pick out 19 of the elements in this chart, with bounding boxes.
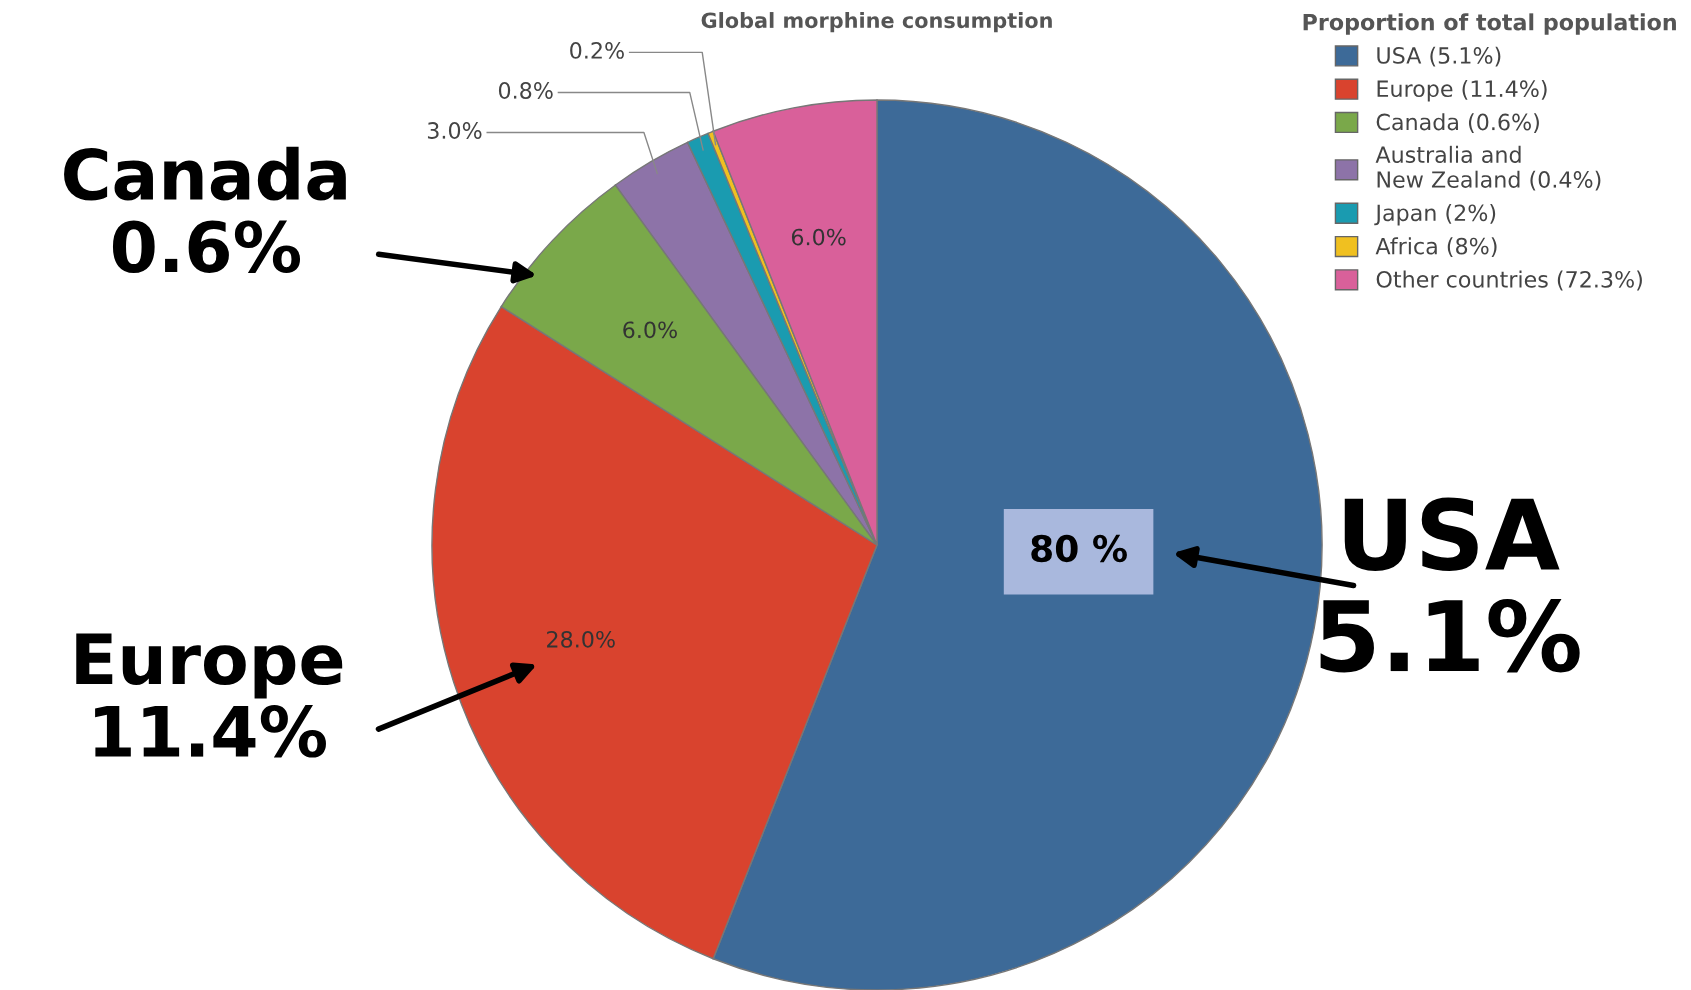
- legend-label: USA (5.1%): [1377, 46, 1501, 67]
- data-label: 6.0%: [791, 228, 846, 246]
- data-label: 0.8%: [498, 82, 553, 99]
- legend-label: Africa (8%): [1375, 237, 1497, 258]
- data-label: 3.0%: [427, 122, 482, 139]
- text: 80 %: [1031, 534, 1127, 563]
- legend-title: Proportion of total population: [1303, 13, 1676, 35]
- data-label: 0.2%: [570, 42, 624, 59]
- legend-label: Other countries (72.3%): [1376, 270, 1642, 291]
- data-label: 6.0%: [623, 321, 677, 339]
- legend-label: Australia and New Zealand (0.4%): [1375, 145, 1601, 191]
- chart-title: Global morphine consumption: [701, 12, 1052, 33]
- text: USA 5.1%: [1320, 497, 1580, 673]
- text: Canada 0.6%: [64, 146, 346, 273]
- legend-label: Europe (11.4%): [1377, 79, 1547, 102]
- legend-label: Japan (2%): [1374, 204, 1496, 226]
- legend-label: Canada (0.6%): [1376, 113, 1539, 134]
- text: Europe 11.4%: [76, 633, 343, 758]
- data-label: 28.0%: [547, 630, 615, 648]
